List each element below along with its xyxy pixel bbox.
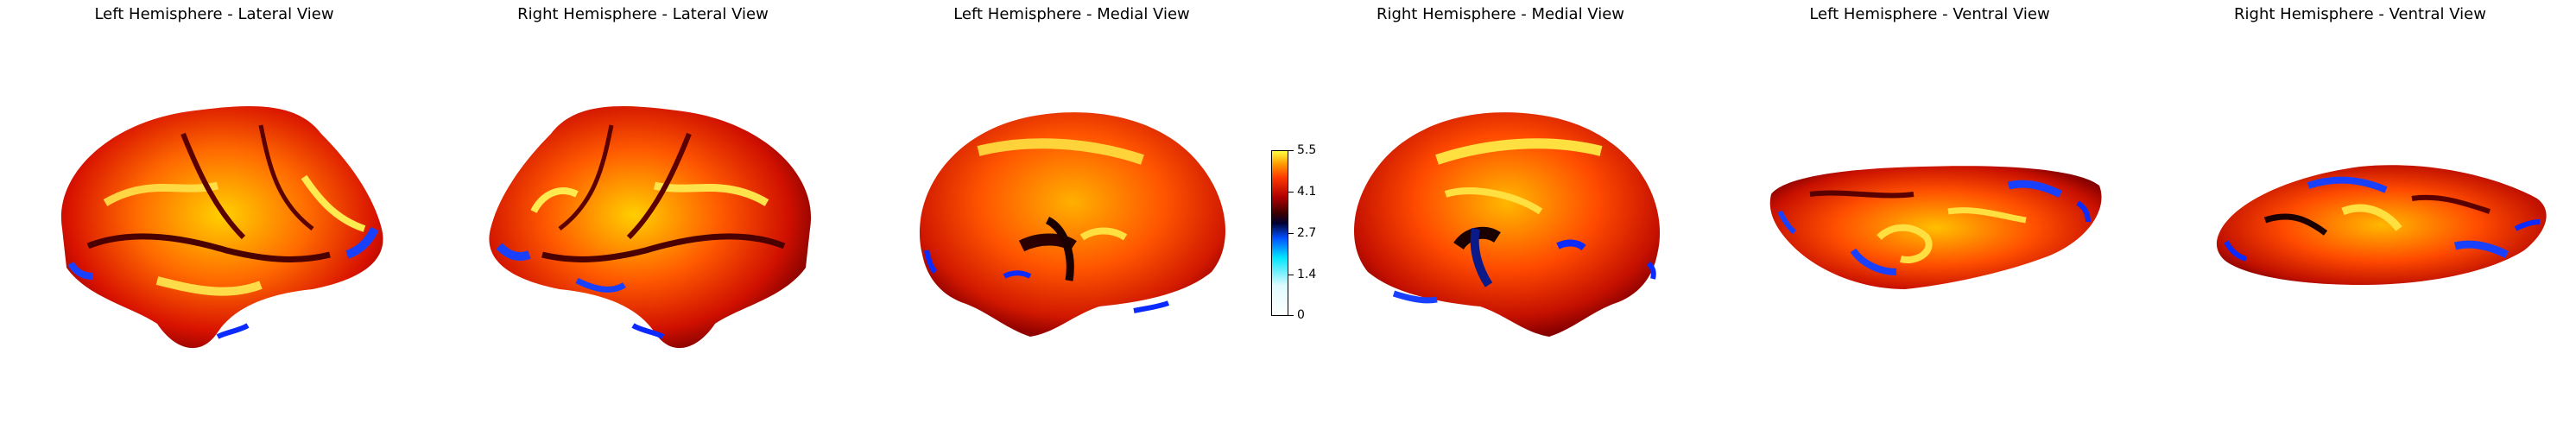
- brain-right-medial: [1353, 112, 1661, 337]
- panel-title: Left Hemisphere - Ventral View: [1809, 5, 2050, 23]
- panel-title: Left Hemisphere - Medial View: [953, 5, 1190, 23]
- panel-right-lateral: Right Hemisphere - Lateral View: [428, 0, 858, 442]
- panel-title: Right Hemisphere - Lateral View: [517, 5, 769, 23]
- panel-left-medial: Left Hemisphere - Medial View: [858, 0, 1286, 442]
- panel-right-medial: Right Hemisphere - Medial View: [1286, 0, 1715, 442]
- colorbar-tick-label: 4.1: [1297, 185, 1317, 199]
- colorbar-gradient: [1271, 150, 1288, 316]
- brain-right-ventral: [2216, 165, 2547, 285]
- panel-left-lateral: Left Hemisphere - Lateral View: [0, 0, 428, 442]
- colorbar-tick-label: 0: [1297, 308, 1305, 322]
- colorbar-tick: [1288, 150, 1294, 151]
- brain-left-medial: [919, 112, 1226, 337]
- brain-left-lateral: [60, 105, 383, 349]
- colorbar-tick-label: 2.7: [1297, 226, 1317, 240]
- colorbar-tick: [1288, 233, 1294, 234]
- colorbar: 5.5 4.1 2.7 1.4 0: [1271, 144, 1316, 321]
- panel-left-ventral: Left Hemisphere - Ventral View: [1715, 0, 2144, 442]
- colorbar-tick-label: 1.4: [1297, 268, 1317, 281]
- brain-left-ventral: [1769, 166, 2102, 289]
- colorbar-tick: [1288, 315, 1294, 316]
- brain-right-lateral: [489, 105, 812, 349]
- colorbar-tick-label: 5.5: [1297, 143, 1317, 157]
- panel-title: Right Hemisphere - Ventral View: [2234, 5, 2486, 23]
- colorbar-tick: [1288, 192, 1294, 193]
- panel-title: Right Hemisphere - Medial View: [1376, 5, 1625, 23]
- panel-right-ventral: Right Hemisphere - Ventral View: [2144, 0, 2576, 442]
- panel-title: Left Hemisphere - Lateral View: [94, 5, 334, 23]
